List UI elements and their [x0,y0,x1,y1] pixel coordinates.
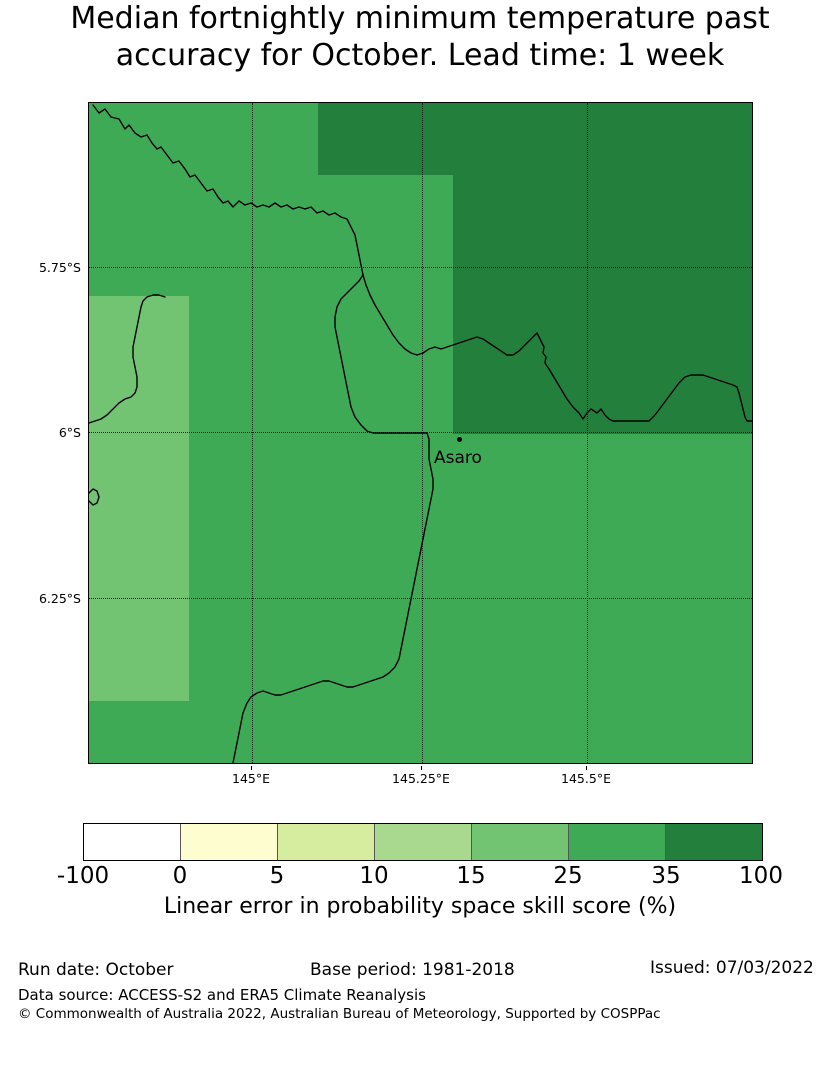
footer-run-date: Run date: October [18,960,174,980]
x-tick-mark [421,766,422,770]
colorbar-tick-label: 0 [172,863,188,889]
x-tick-mark [251,766,252,770]
colorbar-segment [277,824,374,860]
page-title: Median fortnightly minimum temperature p… [70,1,770,73]
colorbar [83,823,763,861]
gridline-vertical [587,103,588,763]
x-tick-mark [586,766,587,770]
footer-data-source: Data source: ACCESS-S2 and ERA5 Climate … [18,986,426,1004]
y-tick-label: 6°S [58,425,81,440]
gridline-horizontal [89,267,752,268]
x-tick-label: 145.5°E [561,771,611,786]
colorbar-segment [665,824,762,860]
town-marker-label: Asaro [434,448,482,468]
y-tick-label: 5.75°S [38,260,81,275]
heatmap-cell [89,296,189,701]
colorbar-segment [374,824,471,860]
colorbar-tick-label: 5 [269,863,285,889]
y-axis-ticks: 5.75°S 6°S 6.25°S [0,102,81,762]
x-tick-label: 145.25°E [392,771,450,786]
colorbar-tick-label: 35 [651,863,681,889]
colorbar-tick-label: 100 [739,863,783,889]
footer-issued-date: Issued: 07/03/2022 [650,958,814,978]
y-tick-label: 6.25°S [38,591,81,606]
gridline-vertical [252,103,253,763]
x-axis-ticks: 145°E 145.25°E 145.5°E [88,766,751,786]
coastline-overlay [89,104,752,763]
x-tick-label: 145°E [231,771,271,786]
footer-metadata-row: Run date: October Base period: 1981-2018… [0,958,840,984]
footer-base-period: Base period: 1981-2018 [310,960,515,980]
colorbar-tick-label: 15 [456,863,486,889]
colorbar-segment [180,824,277,860]
colorbar-tick-labels: -100 0 5 10 15 25 35 100 [57,863,783,889]
map-plot-area: Asaro [88,102,753,764]
colorbar-segment [84,824,180,860]
colorbar-tick-label: 25 [553,863,583,889]
colorbar-tick-label: 10 [359,863,389,889]
gridline-horizontal [89,598,752,599]
colorbar-segment [568,824,665,860]
colorbar-segment [471,824,568,860]
colorbar-axis-label: Linear error in probability space skill … [163,894,677,919]
map-raster-layer: Asaro [89,103,752,763]
footer-copyright: © Commonwealth of Australia 2022, Austra… [18,1006,661,1022]
colorbar-tick-label: -100 [56,863,110,889]
heatmap-cell [597,103,752,434]
town-marker-dot [457,437,462,442]
